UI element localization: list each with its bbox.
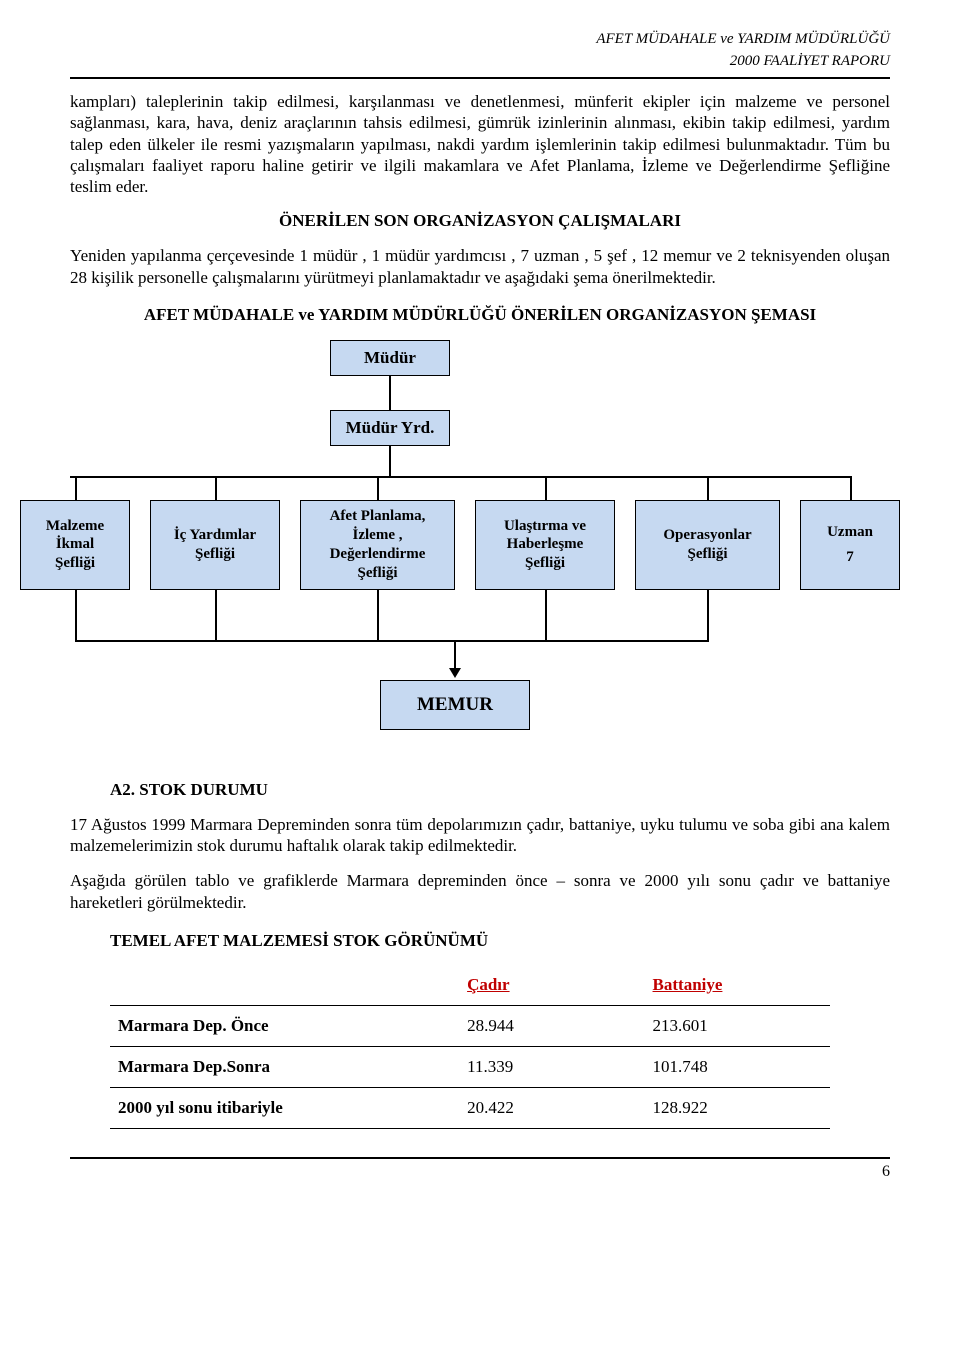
table-row: Marmara Dep.Sonra 11.339 101.748: [110, 1046, 830, 1087]
label: Operasyonlar: [663, 526, 751, 545]
connector-line: [215, 590, 217, 640]
label: Uzman: [827, 523, 873, 542]
org-box-malzeme: Malzeme İkmal Şefliği: [20, 500, 130, 590]
table-row: Marmara Dep. Önce 28.944 213.601: [110, 1005, 830, 1046]
label: Haberleşme: [507, 535, 584, 554]
page-number: 6: [70, 1163, 890, 1181]
label: 7: [846, 548, 854, 567]
connector-line: [215, 476, 217, 500]
connector-line: [389, 446, 391, 476]
header-line-1: AFET MÜDAHALE ve YARDIM MÜDÜRLÜĞÜ: [70, 30, 890, 50]
connector-line: [850, 476, 852, 500]
header-line-2: 2000 FAALİYET RAPORU: [70, 52, 890, 72]
label: Şefliği: [55, 554, 95, 573]
label: Ulaştırma ve: [504, 517, 586, 536]
header-rule: [70, 77, 890, 79]
paragraph-4: Aşağıda görülen tablo ve grafiklerde Mar…: [70, 870, 890, 913]
stock-table: Çadır Battaniye Marmara Dep. Önce 28.944…: [110, 965, 830, 1129]
label: Şefliği: [358, 564, 398, 583]
table-cell: 101.748: [645, 1046, 830, 1087]
org-box-mudur: Müdür: [330, 340, 450, 376]
label: İkmal: [56, 535, 94, 554]
connector-line: [75, 590, 77, 640]
connector-line: [70, 476, 850, 478]
footer-rule: [70, 1157, 890, 1159]
org-box-afet-planlama: Afet Planlama, İzleme , Değerlendirme Şe…: [300, 500, 455, 590]
label: Şefliği: [195, 545, 235, 564]
table-cell: 128.922: [645, 1087, 830, 1128]
org-box-uzman: Uzman 7: [800, 500, 900, 590]
paragraph-3: 17 Ağustos 1999 Marmara Depreminden sonr…: [70, 814, 890, 857]
label: İç Yardımlar: [174, 526, 256, 545]
org-box-mudur-yrd: Müdür Yrd.: [330, 410, 450, 446]
table-row-label: 2000 yıl sonu itibariyle: [110, 1087, 459, 1128]
connector-line: [454, 640, 456, 670]
label: İzleme ,: [353, 526, 403, 545]
table-row: 2000 yıl sonu itibariyle 20.422 128.922: [110, 1087, 830, 1128]
org-box-ic-yardimlar: İç Yardımlar Şefliği: [150, 500, 280, 590]
org-box-operasyonlar: Operasyonlar Şefliği: [635, 500, 780, 590]
page: AFET MÜDAHALE ve YARDIM MÜDÜRLÜĞÜ 2000 F…: [0, 0, 960, 1356]
label: Şefliği: [688, 545, 728, 564]
heading-onerilen: ÖNERİLEN SON ORGANİZASYON ÇALIŞMALARI: [70, 211, 890, 231]
label: Afet Planlama,: [330, 507, 426, 526]
org-box-memur: MEMUR: [380, 680, 530, 730]
connector-line: [389, 376, 391, 410]
table-col-battaniye: Battaniye: [645, 965, 830, 1006]
label: Şefliği: [525, 554, 565, 573]
connector-line: [545, 590, 547, 640]
connector-line: [377, 590, 379, 640]
table-cell: 28.944: [459, 1005, 644, 1046]
label: Değerlendirme: [330, 545, 426, 564]
connector-line: [75, 640, 709, 642]
connector-line: [377, 476, 379, 500]
heading-table: TEMEL AFET MALZEMESİ STOK GÖRÜNÜMÜ: [110, 931, 890, 951]
table-header-row: Çadır Battaniye: [110, 965, 830, 1006]
table-row-label: Marmara Dep. Önce: [110, 1005, 459, 1046]
arrow-head-icon: [449, 668, 461, 678]
connector-line: [545, 476, 547, 500]
org-box-mudur-label: Müdür: [364, 347, 416, 368]
table-empty-cell: [110, 965, 459, 1006]
table-col-cadir: Çadır: [459, 965, 644, 1006]
heading-a2: A2. STOK DURUMU: [110, 780, 890, 800]
org-box-ulastirma: Ulaştırma ve Haberleşme Şefliği: [475, 500, 615, 590]
paragraph-1: kampları) taleplerinin takip edilmesi, k…: [70, 91, 890, 197]
org-chart: Müdür Müdür Yrd. Malzeme İkmal Şefliği İ…: [70, 340, 890, 750]
table-cell: 213.601: [645, 1005, 830, 1046]
org-box-memur-label: MEMUR: [417, 693, 493, 717]
table-cell: 11.339: [459, 1046, 644, 1087]
connector-line: [707, 476, 709, 500]
table-cell: 20.422: [459, 1087, 644, 1128]
org-box-mudur-yrd-label: Müdür Yrd.: [346, 417, 435, 438]
label: Malzeme: [46, 517, 104, 536]
heading-sema: AFET MÜDAHALE ve YARDIM MÜDÜRLÜĞÜ ÖNERİL…: [70, 304, 890, 326]
page-header: AFET MÜDAHALE ve YARDIM MÜDÜRLÜĞÜ 2000 F…: [70, 30, 890, 71]
paragraph-2: Yeniden yapılanma çerçevesinde 1 müdür ,…: [70, 245, 890, 288]
table-row-label: Marmara Dep.Sonra: [110, 1046, 459, 1087]
connector-line: [707, 590, 709, 640]
connector-line: [75, 476, 77, 500]
